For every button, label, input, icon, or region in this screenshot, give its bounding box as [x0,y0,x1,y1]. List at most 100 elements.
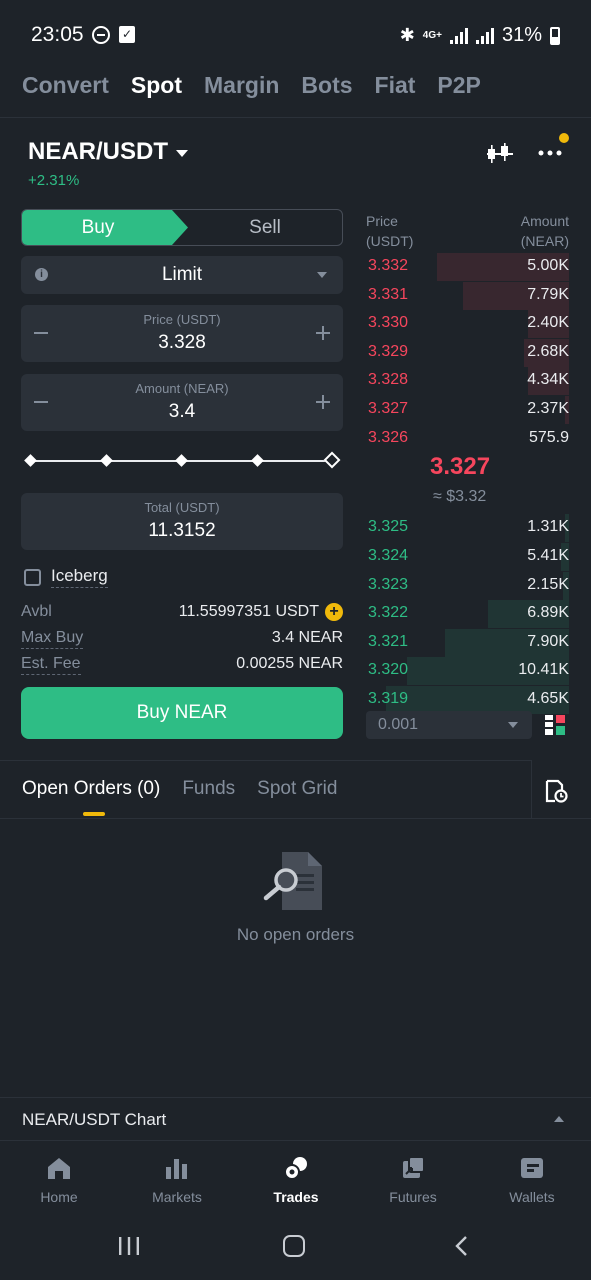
notification-dot [559,133,569,143]
price-change: +2.31% [28,172,80,189]
tab-open-orders[interactable]: Open Orders (0) [22,778,161,799]
depth-bar [564,514,569,542]
order-history-icon[interactable] [544,779,568,803]
percent-slider[interactable] [24,451,342,470]
ask-row[interactable]: 3.332 5.00K [366,253,569,281]
ask-price: 3.328 [368,371,409,388]
more-options-icon[interactable] [537,142,563,164]
bid-row[interactable]: 3.320 10.41K [366,657,569,685]
depth-bar [463,282,569,310]
last-price: 3.327 [430,453,491,480]
price-header: Price (USDT) [366,211,413,251]
orders-tabs: Open Orders (0) Funds Spot Grid [22,778,359,800]
tab-spot[interactable]: Spot [130,72,183,98]
price-header-line2: (USDT) [366,233,414,249]
home-button-icon[interactable] [283,1235,305,1257]
tab-margin[interactable]: Margin [204,72,280,98]
tab-funds[interactable]: Funds [182,778,236,799]
info-icon[interactable]: i [35,268,48,281]
price-decrease-button[interactable] [34,332,48,334]
recent-apps-icon[interactable] [118,1235,140,1257]
add-funds-icon[interactable]: + [325,603,343,621]
iceberg-label: Iceberg [51,566,108,588]
price-increase-button[interactable] [316,326,330,340]
amount-value[interactable]: 3.4 [168,401,196,422]
nav-trades[interactable]: Trades [246,1155,346,1205]
back-icon[interactable] [453,1235,471,1257]
ask-row[interactable]: 3.329 2.68K [366,339,569,367]
bluetooth-icon: ✱ [399,25,415,45]
tab-spot-grid[interactable]: Spot Grid [257,778,338,799]
price-step-select[interactable]: 0.001 [366,711,532,739]
buy-tab[interactable]: Buy [22,210,188,245]
bid-row[interactable]: 3.323 2.15K [366,572,569,600]
amount-label: Amount (NEAR) [135,381,229,396]
pair-selector[interactable]: NEAR/USDT [28,138,189,166]
iceberg-checkbox[interactable] [24,568,41,586]
bid-row[interactable]: 3.319 4.65K [366,686,569,714]
ask-row[interactable]: 3.327 2.37K [366,396,569,424]
buy-near-button[interactable]: Buy NEAR [21,687,343,739]
ask-amount: 5.00K [527,257,569,274]
nav-label: Futures [389,1189,437,1205]
bid-price: 3.322 [368,604,409,621]
slider-step-0[interactable] [24,454,37,467]
depth-bar [437,253,569,281]
bid-row[interactable]: 3.324 5.41K [366,543,569,571]
system-nav-bar [0,1220,591,1280]
tab-p2p[interactable]: P2P [437,72,481,98]
price-header-line1: Price [366,213,398,229]
ask-row[interactable]: 3.331 7.79K [366,282,569,310]
amount-input[interactable]: Amount (NEAR) 3.4 [21,374,343,431]
total-input[interactable]: Total (USDT) 11.3152 [21,493,343,550]
top-tabs: Convert Spot Margin Bots Fiat P2P [22,72,503,99]
tab-fiat[interactable]: Fiat [374,72,416,98]
amount-header-line1: Amount [520,213,569,229]
slider-step-50[interactable] [175,454,188,467]
price-input[interactable]: Price (USDT) 3.328 [21,305,343,362]
caret-up-icon[interactable] [554,1116,564,1122]
active-tab-indicator [83,812,105,816]
slider-step-25[interactable] [100,454,113,467]
ask-price: 3.330 [368,314,409,331]
tab-bots[interactable]: Bots [301,72,353,98]
est-fee-label: Est. Fee [21,655,81,675]
nav-home[interactable]: Home [9,1155,109,1205]
nav-futures[interactable]: Futures [363,1155,463,1205]
futures-icon [403,1156,425,1178]
sell-tab[interactable]: Sell [249,217,281,238]
ask-price: 3.329 [368,343,409,360]
caret-down-icon [317,272,327,278]
order-type-select[interactable]: i Limit [21,256,343,294]
orderbook-layout-icon[interactable] [545,715,565,735]
est-fee-value: 0.00255 NEAR [236,655,343,672]
bid-price: 3.325 [368,518,409,535]
candlestick-chart-icon[interactable] [487,142,513,164]
bid-price: 3.323 [368,576,409,593]
tab-convert[interactable]: Convert [22,72,109,98]
nav-markets[interactable]: Markets [127,1155,227,1205]
bid-amount: 4.65K [527,690,569,707]
chart-drawer[interactable]: NEAR/USDT Chart [0,1097,591,1140]
bid-row[interactable]: 3.325 1.31K [366,514,569,542]
iceberg-option[interactable]: Iceberg [24,566,108,588]
ask-row[interactable]: 3.326 575.9 [366,425,569,451]
amount-decrease-button[interactable] [34,401,48,403]
total-value[interactable]: 11.3152 [148,520,216,541]
nav-wallets[interactable]: Wallets [482,1155,582,1205]
available-row: Avbl 11.55997351 USDT + [21,603,343,625]
slider-handle[interactable] [323,451,341,469]
ask-row[interactable]: 3.330 2.40K [366,310,569,338]
amount-increase-button[interactable] [316,395,330,409]
price-value[interactable]: 3.328 [158,332,206,353]
network-type: 4G+ [422,30,442,41]
bid-row[interactable]: 3.321 7.90K [366,629,569,657]
slider-step-75[interactable] [251,454,264,467]
empty-orders-text: No open orders [236,925,355,944]
ask-row[interactable]: 3.328 4.34K [366,367,569,395]
avbl-value-wrap: 11.55997351 USDT + [179,603,343,621]
header-divider [0,117,591,118]
bid-amount: 5.41K [527,547,569,564]
chart-drawer-label: NEAR/USDT Chart [22,1110,167,1129]
bid-row[interactable]: 3.322 6.89K [366,600,569,628]
